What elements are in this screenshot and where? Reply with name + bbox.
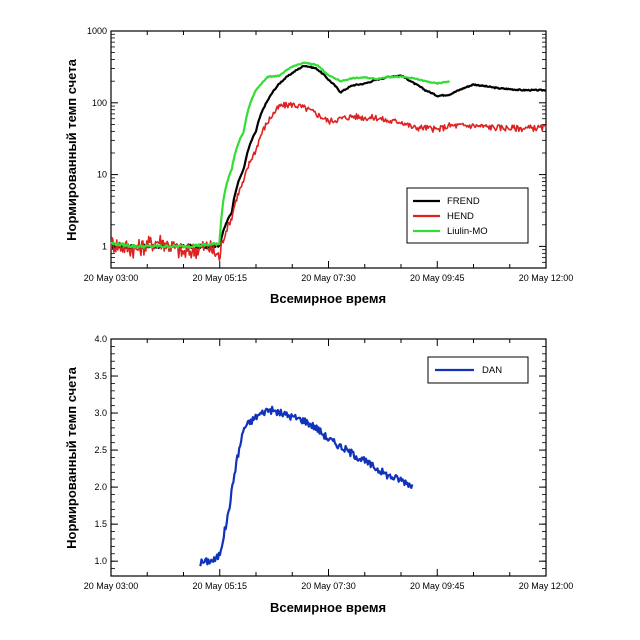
chart2-y-tick-label: 2.0 [94,482,107,492]
chart2-y-tick-label: 1.0 [94,556,107,566]
legend-label-frend: FREND [447,196,480,207]
chart1-x-tick-label: 20 May 05:15 [192,273,247,283]
chart2-x-tick-label: 20 May 12:00 [519,581,574,591]
chart2-x-tick-label: 20 May 03:00 [84,581,139,591]
chart2-legend: DAN [427,356,529,384]
chart2-y-tick-label: 3.5 [94,371,107,381]
legend-label-dan: DAN [482,365,502,376]
chart2-legend-box [427,356,529,384]
chart2-series [199,405,414,567]
chart2-y-tick-label: 1.5 [94,519,107,529]
chart1-y-tick-label: 1000 [87,26,107,36]
chart1-x-tick-label: 20 May 07:30 [301,273,356,283]
chart1-x-tick-label: 20 May 03:00 [84,273,139,283]
chart2-x-tick-label: 20 May 07:30 [301,581,356,591]
chart1-legend: FREND HEND Liulin-MO [406,187,529,244]
legend-label-hend: HEND [447,211,474,222]
legend-label-liulin: Liulin-MO [447,226,488,237]
chart2-ticks: 20 May 03:00 20 May 05:15 20 May 07:30 20 M… [84,334,574,591]
chart1-y-tick-label: 100 [92,98,107,108]
chart2-series-dan [199,405,414,567]
chart1-x-tick-label: 20 May 09:45 [410,273,465,283]
chart1-y-tick-label: 10 [97,170,107,180]
chart1-x-tick-label: 20 May 12:00 [519,273,574,283]
chart1-x-axis-title: Всемирное время [270,291,386,306]
chart1-ticks: 20 May 03:00 20 May 05:15 20 May 07:30 20 M… [84,26,574,283]
chart1-series-liulin-mo [110,61,451,249]
chart1-y-axis-title: Нормированный темп счета [64,58,79,240]
chart2-y-tick-label: 4.0 [94,334,107,344]
chart2-y-tick-label: 2.5 [94,445,107,455]
chart2-y-tick-label: 3.0 [94,408,107,418]
chart2-y-axis-title: Нормированный темп счета [64,366,79,548]
chart2-x-axis-title: Всемирное время [270,600,386,615]
chart1-y-tick-label: 1 [102,241,107,251]
chart2-x-tick-label: 20 May 05:15 [192,581,247,591]
chart1-series-hend [110,101,547,261]
chart1-series [110,61,547,261]
chart2-x-tick-label: 20 May 09:45 [410,581,465,591]
